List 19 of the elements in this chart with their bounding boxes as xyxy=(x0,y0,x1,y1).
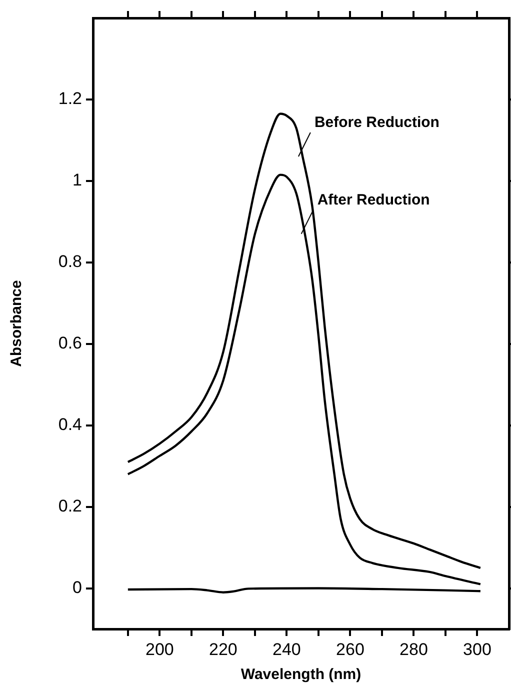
y-tick-label: 1 xyxy=(72,170,82,190)
y-tick-label: 0.6 xyxy=(58,334,82,353)
x-tick-label: 260 xyxy=(336,640,364,659)
y-tick-label: 0.8 xyxy=(58,252,82,272)
y-tick-label: 0.2 xyxy=(58,496,82,516)
y-tick-label: 0.4 xyxy=(58,415,82,434)
y-tick-label: 0 xyxy=(72,578,82,597)
x-tick-label: 200 xyxy=(146,640,174,659)
x-tick-label: 300 xyxy=(463,640,492,659)
x-tick-label: 220 xyxy=(209,640,238,659)
x-tick-label: 280 xyxy=(400,640,428,659)
line-series xyxy=(126,112,482,569)
x-axis-title: Wavelength (nm) xyxy=(240,666,362,684)
annotation: After Reduction xyxy=(317,192,430,209)
y-axis-title: Absorbance xyxy=(8,280,26,367)
line-series xyxy=(126,174,482,586)
y-tick-label: 1.2 xyxy=(58,89,82,108)
x-tick-label: 240 xyxy=(272,640,301,659)
annotation: Before Reduction xyxy=(314,114,440,132)
